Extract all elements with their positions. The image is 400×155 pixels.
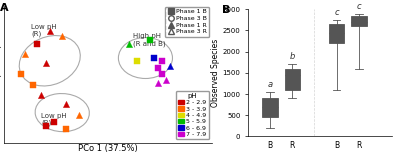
PathPatch shape	[262, 98, 278, 117]
Point	[63, 128, 70, 130]
Text: Low pH
(R): Low pH (R)	[31, 24, 57, 37]
Point	[34, 43, 40, 46]
X-axis label: PCo 1 (37.5%): PCo 1 (37.5%)	[78, 144, 138, 153]
Text: c: c	[356, 2, 361, 11]
Y-axis label: PCo 2 (10.6%): PCo 2 (10.6%)	[0, 45, 3, 104]
Point	[167, 65, 174, 67]
Point	[38, 94, 45, 96]
Text: a: a	[268, 80, 273, 89]
Point	[22, 53, 28, 55]
PathPatch shape	[284, 69, 300, 90]
Point	[155, 81, 161, 84]
Text: High pH
(R and B): High pH (R and B)	[133, 33, 166, 47]
Point	[30, 84, 36, 86]
Point	[159, 73, 165, 76]
Point	[126, 43, 132, 46]
Point	[163, 79, 170, 81]
PathPatch shape	[351, 16, 366, 26]
Point	[51, 121, 57, 123]
Point	[42, 62, 49, 65]
Text: B: B	[222, 5, 230, 16]
Point	[59, 35, 66, 38]
Text: c: c	[334, 8, 339, 17]
Point	[63, 103, 70, 106]
PathPatch shape	[329, 24, 344, 43]
Point	[46, 29, 53, 32]
Legend: 2 - 2.9, 3 - 3.9, 4 - 4.9, 5 - 5.9, 6 - 6.9, 7 - 7.9: 2 - 2.9, 3 - 3.9, 4 - 4.9, 5 - 5.9, 6 - …	[176, 91, 209, 140]
Point	[155, 66, 161, 69]
Point	[76, 114, 82, 117]
Text: b: b	[290, 52, 295, 61]
Text: Low pH
(B): Low pH (B)	[42, 113, 67, 126]
Point	[159, 60, 165, 62]
Point	[134, 60, 140, 62]
Point	[150, 57, 157, 59]
Point	[18, 73, 24, 76]
Y-axis label: Observed Species: Observed Species	[210, 39, 220, 107]
Point	[146, 39, 153, 42]
Text: A: A	[0, 3, 8, 13]
Point	[42, 125, 49, 127]
